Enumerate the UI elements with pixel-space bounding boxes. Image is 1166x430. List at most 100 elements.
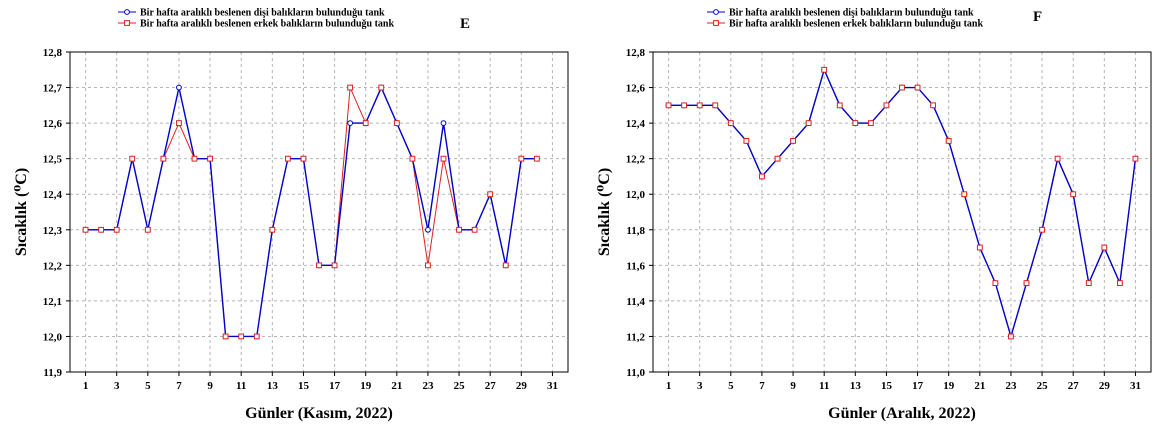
y-tick-label: 12,2 xyxy=(626,154,646,166)
data-point-series-2 xyxy=(836,102,843,109)
legend-marker-square-icon xyxy=(713,20,719,26)
x-tick-label: 29 xyxy=(516,380,528,392)
x-tick-label: 25 xyxy=(454,380,466,392)
data-point-series-2 xyxy=(681,102,688,109)
y-tick-label: 12,5 xyxy=(43,154,63,166)
x-tick-label: 15 xyxy=(881,380,893,392)
x-tick-label: 31 xyxy=(547,380,558,392)
y-tick-label: 11,9 xyxy=(43,367,62,379)
x-tick-label: 11 xyxy=(236,380,246,392)
data-point-series-2 xyxy=(269,226,276,233)
plot-area-frame xyxy=(652,51,1152,373)
data-point-series-2 xyxy=(1085,280,1092,287)
panel-letter: F xyxy=(1033,9,1042,25)
data-point-series-2 xyxy=(191,155,198,162)
y-tick-label: 12,2 xyxy=(43,260,63,272)
data-point-series-2 xyxy=(727,120,734,127)
x-tick-label: 19 xyxy=(943,380,955,392)
data-point-series-2 xyxy=(712,102,719,109)
data-point-series-2 xyxy=(347,84,354,91)
line-chart-e: 12,8 12,7 12,6 12,5 12,4 12,3 12,2 12,1 12,0 11,9… xyxy=(13,8,569,422)
y-tick-label: 11,4 xyxy=(626,296,645,308)
y-tick-label: 12,1 xyxy=(43,296,62,308)
x-tick-label: 13 xyxy=(267,380,279,392)
y-axis-title: Sıcaklık (⁰C) xyxy=(596,168,613,256)
data-point-series-2 xyxy=(176,120,182,127)
x-tick-label: 23 xyxy=(1005,380,1017,392)
y-tick-label: 11,2 xyxy=(626,331,645,343)
data-point-series-2 xyxy=(82,226,89,233)
data-point-series-2 xyxy=(409,155,416,162)
data-point-series-2 xyxy=(207,155,213,162)
data-point-series-2 xyxy=(852,120,859,127)
x-tick-label: 15 xyxy=(298,380,310,392)
data-point-series-2 xyxy=(821,66,828,73)
data-point-series-2 xyxy=(487,191,494,198)
y-tick-label: 12,8 xyxy=(43,47,63,59)
data-point-series-2 xyxy=(883,102,890,109)
data-point-series-2 xyxy=(222,333,229,340)
y-tick-label: 12,6 xyxy=(626,83,646,95)
x-tick-label: 1 xyxy=(666,380,672,392)
data-point-series-2 xyxy=(1070,191,1077,198)
data-point-series-2 xyxy=(1023,280,1030,287)
x-tick-label: 5 xyxy=(728,380,734,392)
chart-panel-e: 12,8 12,7 12,6 12,5 12,4 12,3 12,2 12,1 12,0 11,9… xyxy=(13,8,569,422)
x-tick-label: 3 xyxy=(114,380,120,392)
data-point-series-2 xyxy=(696,102,703,109)
x-tick-label: 9 xyxy=(790,380,796,392)
data-point-series-2 xyxy=(1054,155,1061,162)
data-point-series-2 xyxy=(238,333,245,340)
series-line-1 xyxy=(85,85,537,338)
legend-label-2: Bir hafta aralıklı beslenen erkek balıkl… xyxy=(729,19,983,30)
x-tick-label: 31 xyxy=(1130,380,1141,392)
data-point-series-2 xyxy=(945,137,952,144)
y-tick-label: 12,4 xyxy=(43,189,63,201)
data-point-series-2 xyxy=(961,191,968,198)
x-tick-label: 7 xyxy=(759,380,765,392)
data-point-series-2 xyxy=(425,262,431,269)
data-point-series-2 xyxy=(253,333,260,340)
x-tick-label: 17 xyxy=(329,380,341,392)
y-tick-label: 11,8 xyxy=(626,225,645,237)
data-point-series-2 xyxy=(759,173,765,180)
x-tick-label: 3 xyxy=(697,380,703,392)
y-tick-label: 12,8 xyxy=(626,47,646,59)
data-point-series-2 xyxy=(331,262,338,269)
y-tick-label: 12,4 xyxy=(626,118,646,130)
data-point-series-2 xyxy=(1039,226,1045,233)
legend-label-1: Bir hafta aralıklı beslenen dişi balıkla… xyxy=(140,8,385,19)
y-axis-title: Sıcaklık (⁰C) xyxy=(13,168,30,256)
x-tick-label: 23 xyxy=(422,380,434,392)
data-point-series-1 xyxy=(347,120,354,127)
series-line-2 xyxy=(668,68,1136,339)
x-tick-label: 7 xyxy=(176,380,182,392)
x-tick-label: 21 xyxy=(974,380,985,392)
legend-marker-square-icon xyxy=(124,20,130,26)
x-axis-title: Günler (Aralık, 2022) xyxy=(828,405,976,422)
x-tick-label: 11 xyxy=(819,380,829,392)
data-point-series-1 xyxy=(440,120,447,127)
x-tick-label: 9 xyxy=(207,380,213,392)
data-point-series-2 xyxy=(1101,244,1108,251)
data-point-series-2 xyxy=(98,226,105,233)
data-point-series-2 xyxy=(300,155,307,162)
data-point-series-2 xyxy=(284,155,291,162)
x-tick-label: 25 xyxy=(1037,380,1049,392)
data-point-series-2 xyxy=(502,262,509,269)
data-point-series-2 xyxy=(992,280,999,287)
y-tick-label: 12,7 xyxy=(43,83,63,95)
data-point-series-2 xyxy=(665,102,672,109)
legend-marker-circle-icon xyxy=(124,9,130,15)
x-axis-title: Günler (Kasım, 2022) xyxy=(245,405,393,422)
data-point-series-2 xyxy=(1132,155,1139,162)
data-point-series-2 xyxy=(362,120,369,127)
y-tick-label: 12,0 xyxy=(626,189,646,201)
y-tick-label: 11,6 xyxy=(626,260,645,272)
data-point-series-2 xyxy=(1008,333,1014,340)
line-chart-f: 12,8 12,6 12,4 12,2 12,0 11,8 11,6 11,4 11,2 11,0… xyxy=(596,8,1152,422)
y-tick-label: 12,0 xyxy=(43,331,63,343)
legend-label-1: Bir hafta aralıklı beslenen dişi balıkla… xyxy=(729,8,974,19)
data-point-series-1 xyxy=(176,84,182,91)
data-point-series-2 xyxy=(518,155,525,162)
